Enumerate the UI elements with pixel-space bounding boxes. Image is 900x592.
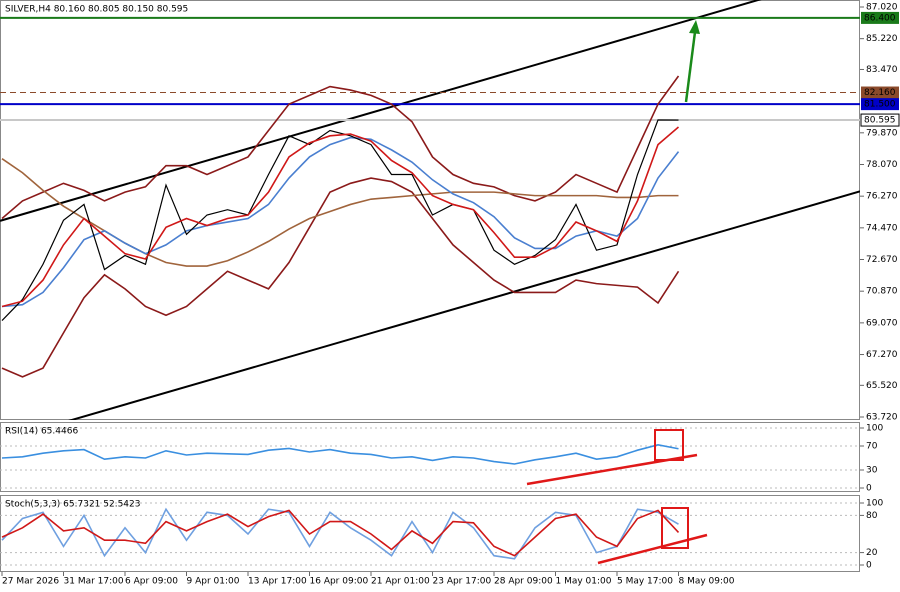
stoch-trend — [597, 533, 708, 565]
y-tick-label: 100 — [866, 424, 883, 434]
series-line — [1, 507, 679, 560]
channel-line — [68, 190, 860, 420]
stoch-box — [661, 507, 689, 549]
y-tick-label: 76.270 — [866, 192, 898, 202]
x-tick-label: 9 Apr 01:00 — [187, 577, 240, 587]
level-label: 82.160 — [864, 88, 896, 98]
arrow-head — [689, 20, 700, 34]
x-tick-label: 8 May 09:00 — [679, 577, 735, 587]
panel-plot — [0, 502, 860, 566]
y-tick-label: 87.020 — [866, 3, 898, 13]
x-tick-label: 23 Apr 17:00 — [433, 577, 492, 587]
level-label-box — [861, 98, 899, 111]
y-tick-label: 0 — [866, 484, 872, 494]
level-label-box — [861, 86, 899, 99]
y-tick-label: 30 — [866, 466, 878, 476]
series-line — [1, 126, 680, 308]
series-line — [1, 443, 679, 465]
x-tick-label: 1 May 01:00 — [556, 577, 612, 587]
x-tick-label: 5 May 17:00 — [617, 577, 673, 587]
level-label: 81.500 — [864, 100, 896, 110]
y-tick-label: 74.470 — [866, 223, 898, 233]
x-tick-label: 27 Mar 2026 — [2, 577, 59, 587]
y-tick-label: 65.520 — [866, 381, 898, 391]
panel-title: Stoch(5,3,3) 65.7321 52.5423 — [5, 500, 140, 510]
level-label: 80.595 — [864, 116, 896, 126]
y-tick-label: 67.270 — [866, 350, 898, 360]
y-tick-label: 69.070 — [866, 318, 898, 328]
x-tick-label: 31 Mar 17:00 — [64, 577, 124, 587]
y-tick-label: 83.470 — [866, 65, 898, 75]
series-line — [1, 509, 680, 557]
series-line — [1, 119, 679, 321]
y-tick-label: 100 — [866, 499, 883, 509]
target-arrow — [684, 31, 697, 103]
stoch-panel — [0, 495, 860, 572]
y-tick-label: 72.670 — [866, 255, 898, 265]
y-tick-label: 80 — [866, 511, 878, 521]
y-tick-label: 0 — [866, 561, 872, 571]
x-tick-label: 21 Apr 01:00 — [371, 577, 430, 587]
channel-line — [0, 0, 762, 222]
level-label-box — [861, 11, 899, 24]
series-line — [1, 136, 680, 308]
series-line — [1, 177, 680, 378]
x-tick-label: 16 Apr 09:00 — [310, 577, 369, 587]
panel-title: SILVER,H4 80.160 80.805 80.150 80.595 — [5, 5, 188, 15]
y-tick-label: 79.870 — [866, 128, 898, 138]
panel-plot — [0, 0, 860, 420]
y-tick-label: 85.220 — [866, 34, 898, 44]
y-tick-label: 70 — [866, 442, 878, 452]
series-line — [1, 75, 680, 220]
rsi-box — [654, 429, 684, 461]
annotations — [526, 20, 708, 565]
x-tick-label: 6 Apr 09:00 — [125, 577, 178, 587]
panel-title: RSI(14) 65.4466 — [5, 427, 78, 437]
rsi-panel — [0, 422, 860, 492]
panel-plot — [0, 427, 860, 489]
y-tick-label: 63.720 — [866, 413, 898, 423]
y-tick-label: 78.070 — [866, 160, 898, 170]
x-tick-label: 28 Apr 09:00 — [494, 577, 553, 587]
y-tick-label: 20 — [866, 548, 878, 558]
level-label-box — [860, 113, 900, 127]
level-label: 86.400 — [864, 13, 896, 23]
main-panel — [0, 0, 860, 420]
y-tick-label: 70.870 — [866, 287, 898, 297]
x-tick-label: 13 Apr 17:00 — [248, 577, 307, 587]
